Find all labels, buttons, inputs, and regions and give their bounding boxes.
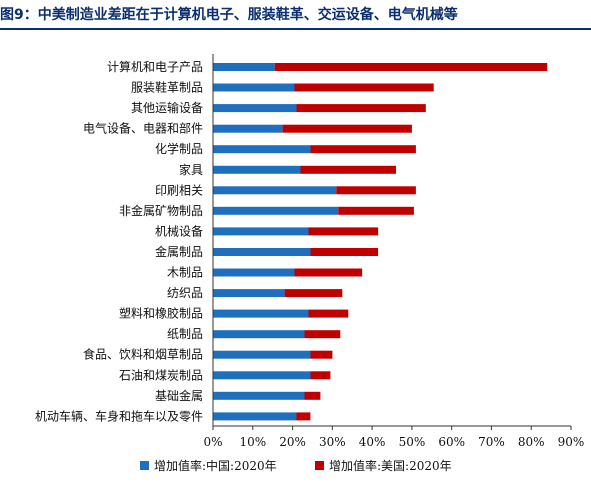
x-tick-label: 50% <box>399 435 426 449</box>
bar-us <box>336 186 416 195</box>
x-tick-label: 40% <box>359 435 386 449</box>
bar-china <box>213 104 297 113</box>
category-label: 服装鞋革制品 <box>131 80 203 95</box>
bar-us <box>296 412 311 421</box>
bar-us <box>300 165 396 174</box>
category-label: 电气设备、电器和部件 <box>83 121 203 136</box>
category-label: 石油和煤炭制品 <box>119 368 203 382</box>
bar-us <box>338 206 414 215</box>
bar-us <box>294 268 363 277</box>
bar-us <box>310 371 331 380</box>
x-tick-label: 0% <box>203 435 222 449</box>
bar-us <box>310 145 416 154</box>
legend-swatch <box>315 461 324 470</box>
bar-china <box>213 268 295 277</box>
bar-china <box>213 124 283 133</box>
category-label: 纺织品 <box>167 286 203 300</box>
legend-swatch <box>140 461 149 470</box>
bar-china <box>213 248 311 256</box>
category-label: 机动车辆、车身和拖车以及零件 <box>35 408 203 423</box>
bar-us <box>296 104 426 113</box>
chart-title: 图9：中美制造业差距在于计算机电子、服装鞋革、交运设备、电气机械等 <box>0 7 458 23</box>
category-label: 机械设备 <box>155 223 203 238</box>
bar-china <box>213 186 337 195</box>
x-tick-label: 30% <box>319 435 346 449</box>
bar-us <box>274 63 548 71</box>
category-label: 纸制品 <box>167 327 203 341</box>
bar-china <box>213 63 275 71</box>
bar-us <box>308 309 349 318</box>
category-label: 计算机和电子产品 <box>107 59 203 74</box>
x-tick-label: 20% <box>279 435 306 449</box>
bar-china <box>213 309 309 318</box>
bar-china <box>213 145 311 154</box>
bar-us <box>308 227 379 236</box>
bar-us <box>284 289 343 298</box>
category-label: 塑料和橡胶制品 <box>119 306 203 321</box>
category-label: 家具 <box>179 162 203 177</box>
category-label: 非金属矿物制品 <box>119 203 203 218</box>
bar-china <box>213 206 339 215</box>
bar-china <box>213 289 285 298</box>
title-divider <box>0 28 591 30</box>
category-label: 化学制品 <box>155 141 203 156</box>
legend-label: 增加值率:美国:2020年 <box>329 458 452 473</box>
bar-china <box>213 227 309 236</box>
category-label: 其他运输设备 <box>131 100 203 115</box>
bar-us <box>282 124 412 133</box>
bar-china <box>213 330 305 339</box>
bar-china <box>213 350 311 359</box>
category-label: 食品、饮料和烟草制品 <box>83 347 203 362</box>
category-label: 金属制品 <box>155 244 203 259</box>
bar-china <box>213 371 311 380</box>
bar-us <box>304 391 321 400</box>
category-label: 木制品 <box>167 266 203 280</box>
bar-china <box>213 412 297 421</box>
bar-us <box>294 83 434 92</box>
bar-china <box>213 391 305 400</box>
x-tick-label: 10% <box>239 435 266 449</box>
x-tick-label: 70% <box>478 435 505 449</box>
x-tick-label: 60% <box>438 435 465 449</box>
bar-us <box>310 248 379 256</box>
bar-china <box>213 165 301 174</box>
category-label: 基础金属 <box>155 388 203 403</box>
bar-us <box>310 350 333 359</box>
category-label: 印刷相关 <box>155 183 203 197</box>
legend-label: 增加值率:中国:2020年 <box>154 458 277 473</box>
x-tick-label: 90% <box>558 435 585 449</box>
x-tick-label: 80% <box>518 435 545 449</box>
bar-china <box>213 83 295 92</box>
bar-us <box>304 330 341 339</box>
